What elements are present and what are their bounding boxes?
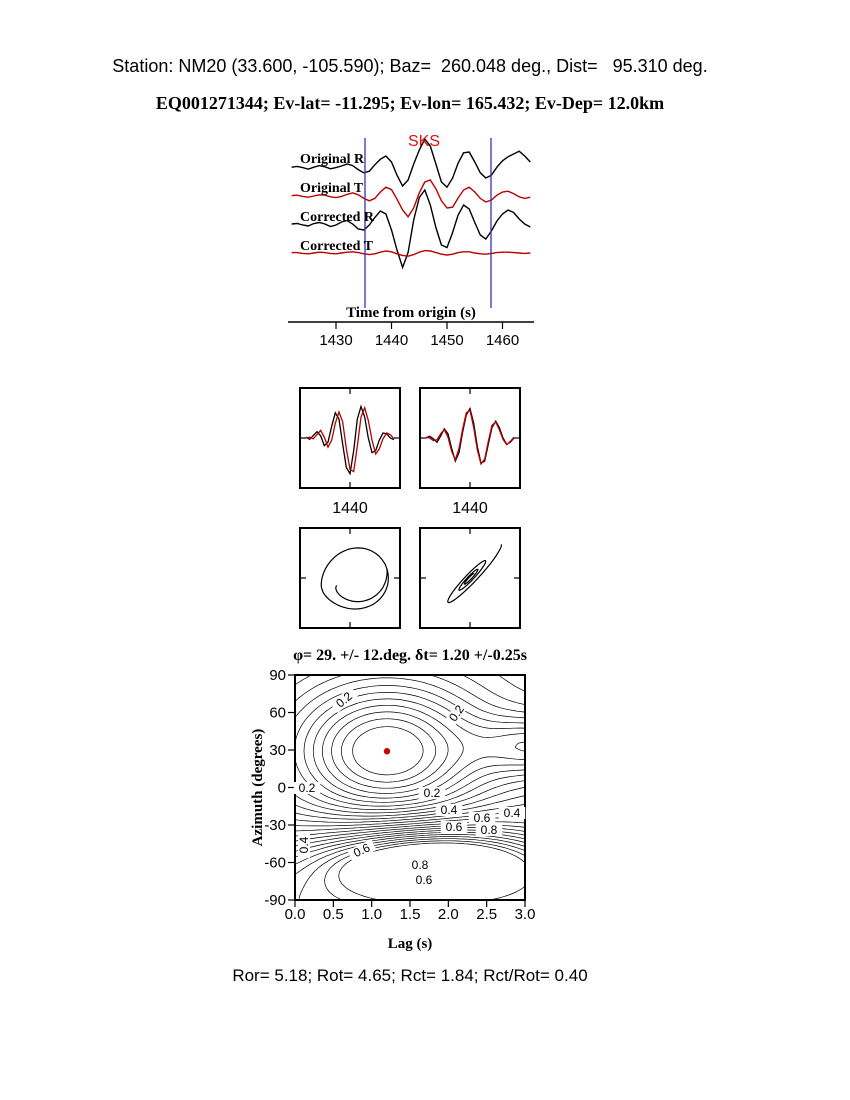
ytick-60: 60 xyxy=(269,705,286,722)
panel-frame xyxy=(419,387,521,489)
time-tick-1450: 1450 xyxy=(430,332,463,349)
contour-value-text: 0.4 xyxy=(441,803,458,817)
xtick-0.0: 0.0 xyxy=(285,906,306,923)
contour-value-label: 0.4 xyxy=(297,831,311,859)
label-backing xyxy=(410,874,438,886)
contour-value-text: 0.8 xyxy=(481,823,498,837)
contour-annotations: 0.20.20.2 0.20.40.60.60.80.40.4 0.60.80.6 xyxy=(293,686,526,887)
contour-level-line xyxy=(340,718,437,783)
time-axis-title: Time from origin (s) xyxy=(346,305,476,321)
contour-value-text: 0.6 xyxy=(351,840,372,860)
contour-level-line xyxy=(295,677,525,811)
particle-motion-corrected-panel xyxy=(419,527,521,629)
quality-results-text: Ror= 5.18; Rot= 4.65; Rct= 1.84; Rct/Rot… xyxy=(232,966,588,985)
xtick-2.0: 2.0 xyxy=(438,906,459,923)
ytick-0: 0 xyxy=(278,780,286,797)
trace-label-original-t: Original T xyxy=(300,181,364,196)
contour-value-text: 0.6 xyxy=(474,811,491,825)
contour-value-label: 0.4 xyxy=(498,806,526,820)
time-tick-1460: 1460 xyxy=(486,332,519,349)
label-backing xyxy=(418,787,446,799)
trace-label-corrected-t: Corrected T xyxy=(300,239,374,254)
station-info-title: Station: NM20 (33.600, -105.590); Baz= 2… xyxy=(112,56,708,76)
contour-value-text: 0.2 xyxy=(424,786,441,800)
contour-value-label: 0.2 xyxy=(330,686,359,713)
ytick-90: 90 xyxy=(269,667,286,684)
winR-trace-0 xyxy=(425,406,515,465)
lag-axis-label: Lag (s) xyxy=(388,936,433,952)
contour-value-label: 0.6 xyxy=(468,811,496,825)
error-surface-contour-plot: 0.20.20.2 0.20.40.60.60.80.40.4 0.60.80.6 … xyxy=(250,667,536,952)
time-tick-1440: 1440 xyxy=(375,332,408,349)
contour-level-line xyxy=(352,726,424,776)
best-fit-point xyxy=(383,748,391,755)
contour-value-label: 0.6 xyxy=(440,820,468,834)
label-backing xyxy=(330,686,359,713)
label-backing xyxy=(468,812,496,824)
window-right-xtick: 1440 xyxy=(452,500,488,517)
contour-value-label: 0.6 xyxy=(410,873,438,887)
time-axis: Time from origin (s) 1430 1440 1450 1460 xyxy=(288,305,534,349)
label-backing xyxy=(406,859,434,871)
windowed-waveform-left xyxy=(299,387,401,489)
ytick-30: 30 xyxy=(269,742,286,759)
xtick-0.5: 0.5 xyxy=(323,906,344,923)
phase-label-sks: SKS xyxy=(408,133,440,150)
contour-value-label: 0.6 xyxy=(347,839,377,862)
time-tick-1430: 1430 xyxy=(319,332,352,349)
label-backing xyxy=(440,821,468,833)
contour-value-text: 0.8 xyxy=(412,858,429,872)
label-backing xyxy=(444,698,470,728)
particle-motion-corrected-curve xyxy=(447,544,503,604)
panel-frame xyxy=(299,527,401,629)
event-info-subtitle: EQ001271344; Ev-lat= -11.295; Ev-lon= 16… xyxy=(155,93,665,113)
winL-trace-0 xyxy=(305,404,395,476)
trace-label-corrected-r: Corrected R xyxy=(300,210,375,225)
ytick-m60: -60 xyxy=(264,855,286,872)
contour-axis-ticks xyxy=(288,674,526,907)
contour-value-text: 0.6 xyxy=(446,820,463,834)
winR-trace-1 xyxy=(425,409,515,466)
label-backing xyxy=(435,804,463,816)
contour-value-text: 0.4 xyxy=(504,806,521,820)
splitting-measurement-text: φ= 29. +/- 12.deg. δt= 1.20 +/-0.25s xyxy=(293,647,527,664)
ytick-m90: -90 xyxy=(264,892,286,909)
contour-value-text: 0.6 xyxy=(416,873,433,887)
label-backing xyxy=(347,839,377,862)
contour-level-line xyxy=(331,711,449,789)
winL-trace-1 xyxy=(305,405,395,473)
contour-value-label: 0.8 xyxy=(406,858,434,872)
contour-value-text: 0.2 xyxy=(299,781,316,795)
contour-value-label: 0.8 xyxy=(475,823,503,837)
panel-frame xyxy=(419,527,521,629)
label-backing xyxy=(298,831,310,859)
contour-level-line xyxy=(295,675,525,814)
contour-level-line xyxy=(321,704,525,794)
windowed-waveform-right xyxy=(419,387,521,489)
xtick-2.5: 2.5 xyxy=(476,906,497,923)
contour-value-label: 0.2 xyxy=(444,698,470,728)
trace-label-original-r: Original R xyxy=(300,152,365,167)
contour-value-label: 0.4 xyxy=(435,803,463,817)
label-backing xyxy=(475,824,503,836)
contour-value-label: 0.2 xyxy=(293,781,321,795)
seismogram-panel: SKS Original R Original T Corrected R Co… xyxy=(288,133,534,349)
ytick-m30: -30 xyxy=(264,817,286,834)
particle-motion-original-panel xyxy=(299,527,401,629)
window-left-xtick: 1440 xyxy=(332,500,368,517)
label-backing xyxy=(498,807,526,819)
label-backing xyxy=(293,782,321,794)
contour-value-text: 0.4 xyxy=(297,836,311,853)
contour-line-group xyxy=(295,675,525,900)
xtick-3.0: 3.0 xyxy=(515,906,536,923)
xtick-1.0: 1.0 xyxy=(361,906,382,923)
contour-level-line xyxy=(295,675,525,817)
particle-motion-original-curve xyxy=(320,547,389,610)
contour-level-line xyxy=(295,685,525,807)
contour-value-label: 0.2 xyxy=(418,786,446,800)
xtick-1.5: 1.5 xyxy=(400,906,421,923)
azimuth-axis-label: Azimuth (degrees) xyxy=(250,729,266,847)
